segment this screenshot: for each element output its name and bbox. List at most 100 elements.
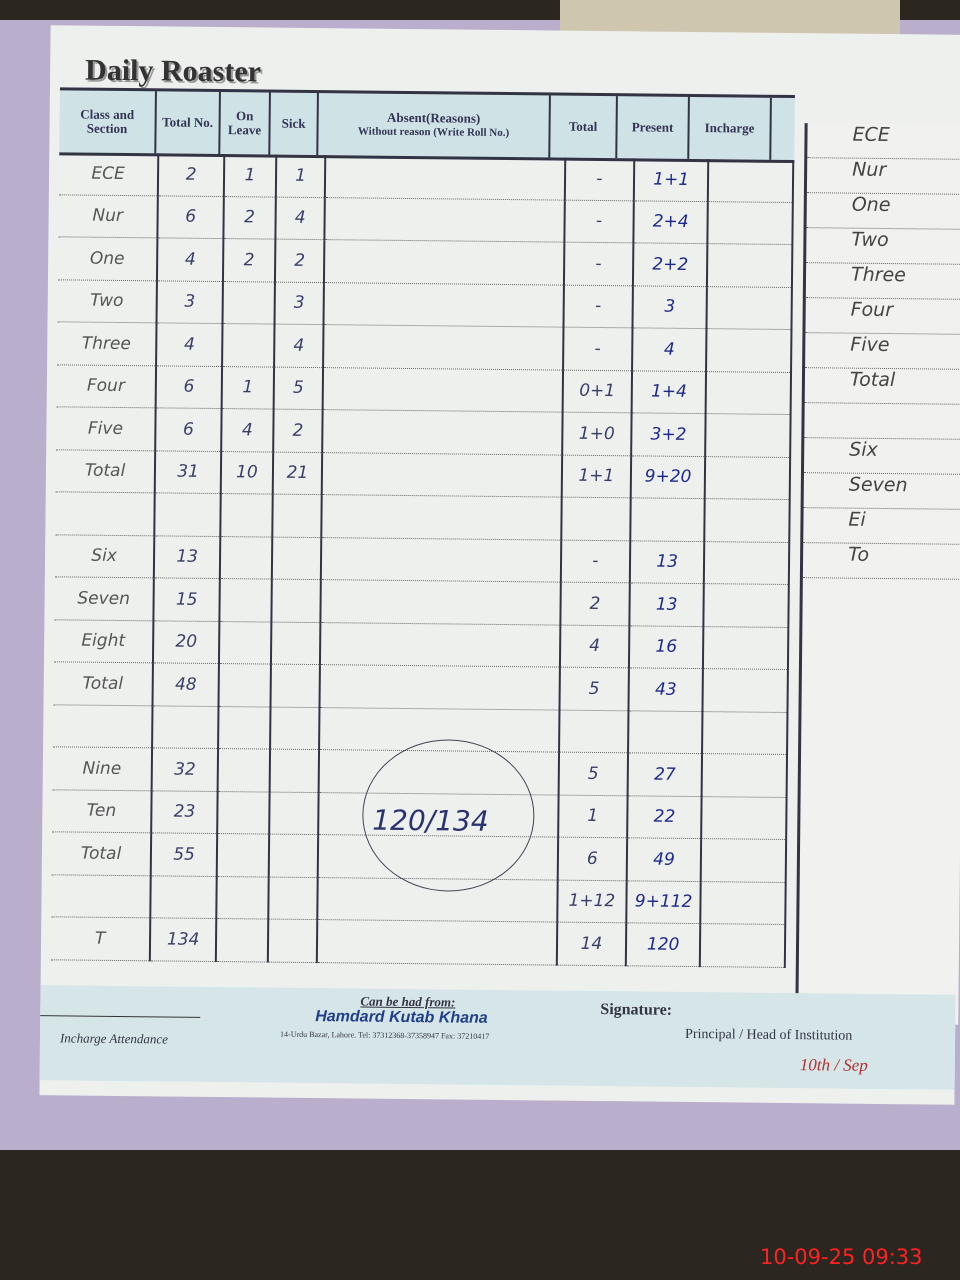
cell-on-leave <box>219 578 272 622</box>
cell-absent-total <box>561 497 631 541</box>
cell-sick <box>268 876 319 920</box>
cell-absent-total <box>558 709 629 753</box>
cell-present: 3 <box>632 285 708 329</box>
cell-total: 48 <box>152 662 220 707</box>
header-absent: Absent(Reasons) <box>387 109 481 126</box>
handwritten-date: 10th / Sep <box>799 1055 868 1075</box>
right-page-row: To <box>802 543 960 580</box>
cell-present: 120 <box>625 922 701 967</box>
cell-without-reason <box>323 282 564 328</box>
table-row <box>55 491 790 543</box>
cell-absent-total: 5 <box>558 752 629 796</box>
cell-incharge <box>707 243 793 288</box>
publisher-address: 14-Urdu Bazar, Lahore. Tel: 37312368-373… <box>280 1029 490 1041</box>
cell-sick: 4 <box>275 196 326 240</box>
cell-present: 3+2 <box>631 412 706 457</box>
cell-without-reason <box>324 239 565 285</box>
cell-class: Three <box>57 321 157 366</box>
cell-incharge <box>703 583 789 627</box>
cell-incharge <box>702 668 788 712</box>
cell-class: ECE <box>58 152 159 196</box>
cell-class: Nur <box>58 194 158 238</box>
cell-incharge <box>706 328 792 373</box>
cell-incharge <box>703 626 789 670</box>
right-page: ECE Nur One Two Three Four Five Total Six Seven Ei… <box>795 123 960 1025</box>
cell-on-leave <box>217 748 270 792</box>
cell-on-leave <box>215 918 269 962</box>
cell-absent-total: - <box>563 242 634 286</box>
cell-total: 3 <box>156 280 224 324</box>
cell-on-leave: 1 <box>221 366 274 410</box>
cell-incharge <box>700 923 786 967</box>
table-row: Eight 20 4 16 <box>53 619 789 670</box>
cell-without-reason <box>321 537 562 583</box>
cell-total: 32 <box>151 747 219 792</box>
table-row: Four 6 1 5 0+1 1+4 <box>56 364 792 415</box>
cell-sick <box>272 494 323 538</box>
right-page-row: Total <box>804 368 960 405</box>
cell-total: 4 <box>157 237 224 282</box>
cell-incharge <box>707 201 793 245</box>
cell-total: 31 <box>154 450 222 494</box>
cell-total: 13 <box>153 535 221 579</box>
cell-total: 134 <box>149 917 217 962</box>
cell-total: 4 <box>156 322 223 367</box>
cell-total: 6 <box>155 407 222 452</box>
cell-without-reason <box>320 622 561 668</box>
cell-without-reason <box>323 324 564 370</box>
cell-on-leave <box>216 876 269 920</box>
cell-sick <box>271 579 322 623</box>
cell-sick <box>270 664 321 708</box>
cell-absent-total: - <box>563 284 633 328</box>
cell-class: T <box>50 916 151 961</box>
circled-note: 120/134 <box>372 803 489 838</box>
cell-absent-total: 2 <box>560 582 630 626</box>
cell-total <box>150 875 217 919</box>
cell-class: Nine <box>52 746 153 791</box>
cell-class: Five <box>56 406 156 451</box>
cell-present: 9+20 <box>630 455 706 499</box>
header-class: Class and Section <box>59 90 157 154</box>
cell-total <box>154 492 221 537</box>
cell-sick <box>268 791 319 835</box>
cell-sick <box>271 536 322 580</box>
cell-class <box>55 491 155 536</box>
cell-class: Six <box>54 534 155 578</box>
cell-without-reason <box>322 409 563 455</box>
cell-sick: 1 <box>275 154 326 198</box>
cell-on-leave <box>220 493 273 537</box>
cell-present <box>630 497 706 542</box>
cell-sick: 4 <box>273 324 324 368</box>
cell-sick <box>270 621 321 665</box>
cell-total <box>152 705 219 749</box>
table-row: Total 31 10 21 1+1 9+20 <box>55 449 791 500</box>
cell-without-reason <box>322 367 563 413</box>
cell-incharge <box>705 456 791 500</box>
signature-label: Signature: <box>600 1001 673 1019</box>
cell-absent-total: 4 <box>559 624 630 668</box>
footer: Incharge Attendance Can be had from: Ham… <box>39 985 956 1090</box>
cell-total: 15 <box>153 577 220 622</box>
cell-total: 6 <box>155 365 223 409</box>
cell-total: 20 <box>153 620 220 664</box>
cell-total: 2 <box>157 153 225 197</box>
cell-present: 9+112 <box>626 880 701 924</box>
cell-class: Ten <box>52 789 152 833</box>
header-present: Present <box>617 96 690 159</box>
cell-present: 22 <box>627 795 702 839</box>
cell-without-reason <box>322 452 562 498</box>
cell-total: 55 <box>150 832 218 877</box>
cell-absent-total: 0+1 <box>562 369 633 413</box>
cell-on-leave <box>218 663 271 707</box>
publisher-name: Hamdard Kutab Khana <box>315 1008 488 1027</box>
cell-without-reason <box>321 494 562 540</box>
cell-sick <box>268 834 319 878</box>
cell-class: Seven <box>54 576 154 621</box>
incharge-attendance-label: Incharge Attendance <box>59 1030 169 1047</box>
right-page-row: Seven <box>803 473 960 510</box>
page-title: Daily Roaster <box>84 53 262 89</box>
cell-on-leave: 2 <box>223 196 276 240</box>
right-page-row: Nur <box>806 158 960 195</box>
right-page-row: One <box>806 193 960 230</box>
cell-incharge <box>700 838 787 882</box>
